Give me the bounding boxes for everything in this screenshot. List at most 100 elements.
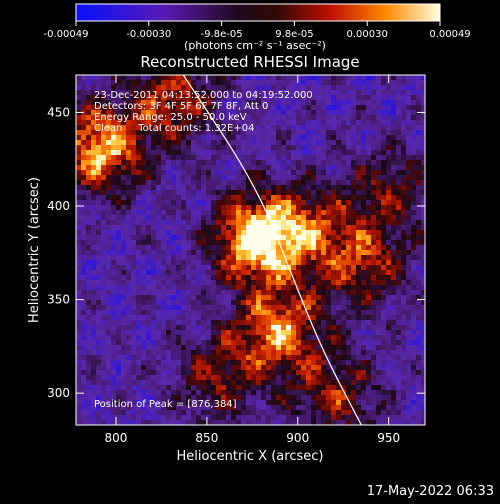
heatmap-cell <box>291 285 297 291</box>
heatmap-cell <box>231 385 237 391</box>
heatmap-cell <box>146 255 152 261</box>
heatmap-cell <box>301 330 307 336</box>
heatmap-cell <box>276 280 282 286</box>
heatmap-cell <box>81 345 87 351</box>
heatmap-cell <box>241 190 247 196</box>
heatmap-cell <box>271 185 277 191</box>
heatmap-cell <box>281 215 287 221</box>
heatmap-cell <box>286 115 292 121</box>
heatmap-cell <box>306 360 312 366</box>
heatmap-cell <box>241 295 247 301</box>
heatmap-cell <box>256 315 262 321</box>
heatmap-cell <box>116 220 122 226</box>
heatmap-cell <box>331 160 337 166</box>
heatmap-cell <box>406 345 412 351</box>
heatmap-cell <box>246 355 252 361</box>
heatmap-cell <box>281 405 287 411</box>
heatmap-cell <box>386 335 392 341</box>
heatmap-cell <box>281 375 287 381</box>
heatmap-cell <box>201 120 207 126</box>
heatmap-cell <box>151 175 157 181</box>
heatmap-cell <box>306 110 312 116</box>
heatmap-cell <box>346 355 352 361</box>
heatmap-cell <box>296 235 302 241</box>
heatmap-cell <box>296 355 302 361</box>
heatmap-cell <box>401 175 407 181</box>
heatmap-cell <box>316 345 322 351</box>
heatmap-cell <box>276 360 282 366</box>
heatmap-cell <box>176 340 182 346</box>
heatmap-cell <box>281 390 287 396</box>
heatmap-cell <box>371 410 377 416</box>
heatmap-cell <box>356 320 362 326</box>
heatmap-cell <box>156 335 162 341</box>
heatmap-cell <box>221 415 227 421</box>
heatmap-cell <box>86 380 92 386</box>
heatmap-cell <box>251 80 257 86</box>
heatmap-cell <box>291 410 297 416</box>
heatmap-cell <box>421 265 425 271</box>
heatmap-cell <box>221 175 227 181</box>
heatmap-cell <box>156 330 162 336</box>
heatmap-cell <box>171 255 177 261</box>
heatmap-cell <box>301 390 307 396</box>
heatmap-cell <box>286 335 292 341</box>
heatmap-cell <box>241 315 247 321</box>
heatmap-cell <box>136 325 142 331</box>
heatmap-cell <box>101 275 107 281</box>
heatmap-cell <box>141 130 147 136</box>
heatmap-cell <box>326 255 332 261</box>
heatmap-cell <box>376 295 382 301</box>
heatmap-cell <box>421 170 425 176</box>
heatmap-cell <box>331 305 337 311</box>
heatmap-cell <box>116 120 122 126</box>
heatmap-cell <box>271 235 277 241</box>
heatmap-cell <box>116 365 122 371</box>
heatmap-cell <box>276 250 282 256</box>
heatmap-cell <box>326 285 332 291</box>
heatmap-cell <box>266 285 272 291</box>
heatmap-cell <box>381 125 387 131</box>
heatmap-cell <box>226 95 232 101</box>
heatmap-cell <box>161 245 167 251</box>
heatmap-cell <box>381 100 387 106</box>
heatmap-cell <box>411 300 417 306</box>
heatmap-cell <box>186 365 192 371</box>
heatmap-cell <box>181 220 187 226</box>
heatmap-cell <box>116 405 122 411</box>
heatmap-cell <box>106 350 112 356</box>
heatmap-cell <box>136 395 142 401</box>
heatmap-cell <box>386 235 392 241</box>
heatmap-cell <box>131 175 137 181</box>
heatmap-cell <box>191 240 197 246</box>
heatmap-cell <box>351 385 357 391</box>
heatmap-cell <box>111 395 117 401</box>
heatmap-cell <box>111 275 117 281</box>
heatmap-cell <box>281 260 287 266</box>
heatmap-cell <box>206 195 212 201</box>
heatmap-cell <box>281 195 287 201</box>
heatmap-cell <box>211 145 217 151</box>
heatmap-cell <box>291 180 297 186</box>
heatmap-cell <box>121 85 127 91</box>
heatmap-cell <box>386 225 392 231</box>
heatmap-cell <box>361 270 367 276</box>
heatmap-cell <box>101 125 107 131</box>
heatmap-cell <box>286 110 292 116</box>
heatmap-cell <box>196 180 202 186</box>
heatmap-cell <box>396 100 402 106</box>
heatmap-cell <box>141 400 147 406</box>
heatmap-cell <box>216 275 222 281</box>
heatmap-cell <box>151 250 157 256</box>
heatmap-cell <box>96 185 102 191</box>
heatmap-cell <box>186 130 192 136</box>
heatmap-cell <box>206 315 212 321</box>
heatmap-cell <box>271 160 277 166</box>
heatmap-cell <box>276 75 282 81</box>
heatmap-cell <box>186 360 192 366</box>
heatmap-cell <box>366 135 372 141</box>
heatmap-cell <box>376 205 382 211</box>
heatmap-cell <box>371 215 377 221</box>
heatmap-cell <box>301 215 307 221</box>
heatmap-cell <box>221 230 227 236</box>
